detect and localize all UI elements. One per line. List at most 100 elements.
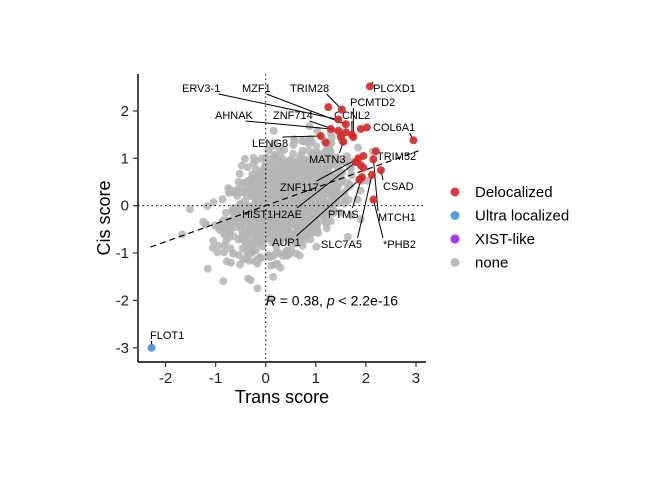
y-axis-title: Cis score [94, 180, 114, 255]
background-point [287, 173, 296, 182]
highlighted-point [362, 123, 371, 132]
background-point [251, 257, 260, 266]
background-point [309, 173, 318, 182]
background-point [240, 154, 249, 163]
gene-label-connector [316, 157, 359, 182]
gene-label: ZNF117 [280, 182, 319, 194]
background-point [289, 149, 298, 158]
background-point [274, 215, 283, 223]
background-point [336, 208, 345, 217]
background-point [255, 227, 264, 236]
background-point [269, 232, 278, 241]
background-point [185, 205, 194, 214]
background-point [247, 249, 256, 258]
highlighted-point [326, 124, 335, 133]
background-point [266, 294, 274, 303]
background-point [199, 217, 208, 226]
gene-label-connector [357, 174, 373, 239]
background-point [229, 203, 238, 212]
highlighted-point [369, 195, 378, 204]
background-point [242, 207, 251, 216]
background-point [209, 198, 218, 207]
gene-label: PTMS [328, 209, 359, 221]
background-point [283, 247, 292, 255]
gene-label: AUP1 [272, 237, 301, 249]
gene-label: SLC7A5 [321, 239, 362, 251]
background-point [268, 142, 277, 151]
background-point [328, 158, 336, 167]
background-point [269, 126, 278, 135]
gene-label: HIST1H2AE [242, 209, 302, 221]
background-point [254, 209, 263, 218]
background-point [233, 187, 242, 196]
background-point [203, 264, 212, 273]
gene-label-connector [372, 159, 379, 212]
gene-label-connector [296, 179, 360, 237]
highlighted-point [341, 120, 350, 129]
background-point [313, 148, 321, 157]
background-point [305, 122, 314, 131]
highlighted-point [147, 343, 156, 352]
highlighted-point [369, 155, 378, 164]
legend-label: XIST-like [475, 231, 535, 248]
background-point [331, 195, 340, 204]
background-point [244, 216, 253, 225]
background-point [264, 251, 273, 260]
gene-label: MTCH1 [378, 212, 416, 224]
highlighted-points [147, 82, 418, 352]
background-point [319, 190, 328, 199]
gene-label: ZNF714 [273, 110, 313, 122]
gene-label-connector [282, 135, 321, 138]
background-point [340, 199, 349, 208]
background-point [342, 155, 351, 164]
x-tick-label: -1 [209, 370, 222, 387]
background-point [243, 180, 252, 189]
background-point [226, 244, 235, 253]
background-point [324, 146, 333, 155]
legend-label: Delocalized [475, 184, 553, 201]
background-point [219, 216, 228, 225]
background-point [312, 242, 321, 251]
background-point [282, 223, 291, 232]
gene-label: PLCXD1 [373, 83, 416, 95]
background-point [222, 208, 230, 217]
background-point [270, 150, 279, 159]
background-point [220, 241, 229, 250]
background-point [260, 170, 268, 179]
stat-r-symbol: R [266, 292, 276, 308]
y-tick-label: 1 [121, 150, 129, 167]
background-point [235, 169, 244, 178]
background-point [296, 188, 305, 197]
background-point-cloud [178, 122, 377, 303]
x-tick-label: 1 [312, 370, 320, 387]
background-point [239, 255, 248, 264]
y-tick-label: 0 [121, 198, 129, 215]
background-point [243, 163, 252, 172]
gene-label: LENG8 [252, 138, 288, 150]
background-point [291, 237, 300, 246]
highlighted-point [355, 175, 364, 184]
legend-label: none [475, 255, 508, 272]
legend: Delocalized Ultra localized XIST-like none [450, 184, 569, 272]
background-point [222, 257, 231, 266]
highlighted-point [334, 115, 343, 124]
background-point [307, 165, 315, 174]
background-point [278, 173, 287, 182]
correlation-annotation: R = 0.38, p < 2.2e-16 [266, 292, 399, 308]
gene-label: TRIM52 [377, 151, 416, 163]
gene-label: PCMTD2 [350, 97, 395, 109]
background-point [203, 202, 212, 211]
background-point [308, 215, 317, 224]
background-point [252, 235, 261, 244]
background-point [209, 236, 218, 245]
background-point [256, 216, 265, 225]
background-point [269, 272, 278, 281]
stat-p-value: < 2.2e-16 [335, 292, 399, 308]
x-tick-label: 0 [262, 370, 270, 387]
background-point [290, 135, 299, 144]
background-point [257, 195, 266, 204]
background-point [319, 210, 328, 219]
highlighted-point [371, 147, 380, 156]
stat-p-symbol: p [326, 292, 335, 308]
